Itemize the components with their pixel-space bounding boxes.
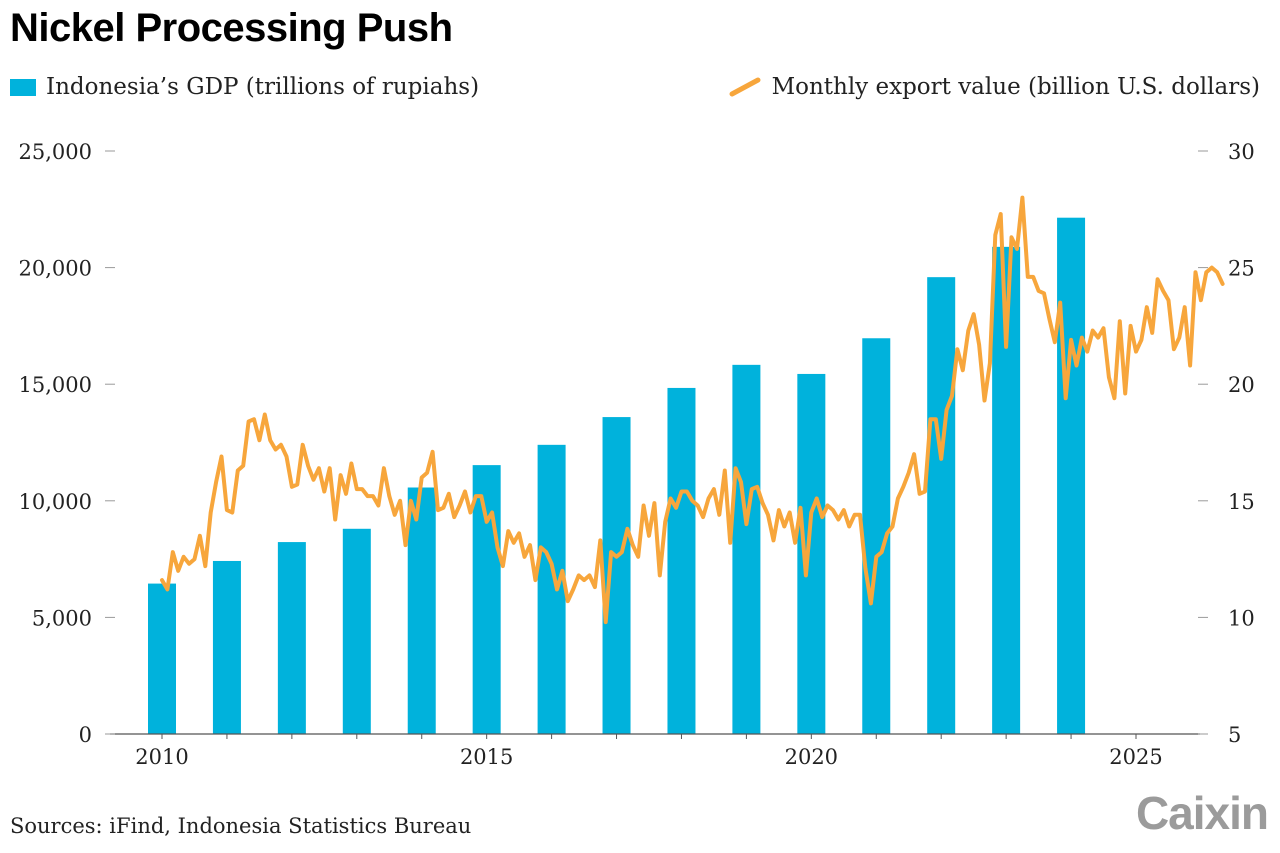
export-value-line <box>160 195 1225 625</box>
source-note: Sources: iFind, Indonesia Statistics Bur… <box>10 814 472 838</box>
left-tick-label-15000: 15,000 <box>19 373 92 397</box>
chart-title: Nickel Processing Push <box>10 6 453 50</box>
gdp-bar-2016 <box>537 444 566 734</box>
gdp-bar-2015 <box>472 465 501 734</box>
gdp-bar-2019 <box>732 364 761 734</box>
left-tick-label-0: 0 <box>79 723 92 747</box>
x-tick-label-2020: 2020 <box>785 745 838 769</box>
gdp-bar-2017 <box>602 417 631 734</box>
right-tick-label-20: 20 <box>1228 373 1255 397</box>
legend-exports-label: Monthly export value (billion U.S. dolla… <box>771 74 1260 100</box>
legend-exports: Monthly export value (billion U.S. dolla… <box>728 74 1260 100</box>
gdp-bars <box>148 217 1086 735</box>
left-tick-label-25000: 25,000 <box>19 140 92 164</box>
gdp-bar-2013 <box>342 528 371 734</box>
gdp-bar-2020 <box>797 373 826 734</box>
left-tick-label-20000: 20,000 <box>19 257 92 281</box>
legend-gdp-label: Indonesia’s GDP (trillions of rupiahs) <box>46 74 480 100</box>
legend-gdp: Indonesia’s GDP (trillions of rupiahs) <box>10 74 479 100</box>
gdp-bar-2011 <box>212 560 241 734</box>
chart-axes: 2010 2015 2020 202505,00010,00015,00020,000… <box>19 140 1255 769</box>
gdp-bar-2014 <box>407 487 436 734</box>
left-tick-label-5000: 5,000 <box>32 606 92 630</box>
right-tick-label-30: 30 <box>1228 140 1255 164</box>
x-tick-label-2010: 2010 <box>135 745 188 769</box>
right-tick-label-10: 10 <box>1228 606 1255 630</box>
gdp-bar-2022 <box>927 277 956 734</box>
caixin-logo: Caixin <box>1135 787 1269 839</box>
gdp-bar-2012 <box>277 542 306 734</box>
left-tick-label-10000: 10,000 <box>19 490 92 514</box>
gdp-bar-2010 <box>148 583 176 734</box>
right-tick-label-15: 15 <box>1228 490 1255 514</box>
right-tick-label-5: 5 <box>1228 723 1241 747</box>
legend-exports-line-icon <box>729 77 761 97</box>
x-tick-label-2025: 2025 <box>1109 745 1162 769</box>
gdp-bar-2024 <box>1057 217 1086 735</box>
export-line <box>160 195 1225 625</box>
x-tick-label-2015: 2015 <box>460 745 513 769</box>
right-tick-label-25: 25 <box>1228 257 1255 281</box>
legend-gdp-swatch-icon <box>10 78 36 96</box>
gdp-bar-2018 <box>667 387 696 734</box>
